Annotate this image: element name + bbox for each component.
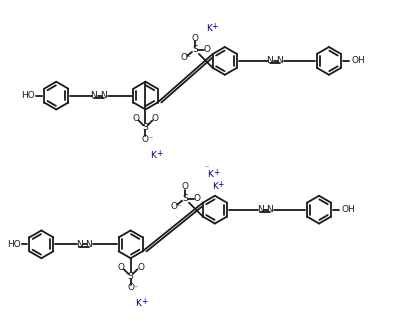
Text: HO: HO [7, 240, 20, 249]
Text: N: N [267, 56, 273, 65]
Text: HO: HO [22, 91, 35, 100]
Text: +: + [211, 22, 218, 31]
Text: O: O [132, 114, 139, 123]
Text: OH: OH [342, 205, 356, 214]
Text: ⁻: ⁻ [177, 202, 181, 211]
Text: O: O [117, 263, 124, 272]
Text: +: + [156, 149, 162, 158]
Text: K: K [136, 299, 142, 308]
Text: N: N [90, 91, 97, 100]
Text: N: N [76, 240, 83, 249]
Text: K: K [212, 182, 218, 191]
Text: ⁻: ⁻ [148, 135, 153, 144]
Text: O: O [182, 182, 189, 191]
Text: ⁻: ⁻ [205, 163, 209, 172]
Text: S: S [128, 272, 133, 281]
Text: S: S [182, 194, 188, 203]
Text: N: N [276, 56, 283, 65]
Text: K: K [151, 151, 156, 160]
Text: O: O [191, 34, 198, 42]
Text: O: O [142, 135, 149, 144]
Text: S: S [192, 45, 198, 54]
Text: ⁻: ⁻ [133, 284, 138, 293]
Text: O: O [193, 194, 200, 203]
Text: +: + [218, 180, 224, 189]
Text: N: N [101, 91, 107, 100]
Text: O: O [127, 284, 134, 293]
Text: O: O [152, 114, 159, 123]
Text: N: N [257, 205, 263, 214]
Text: S: S [143, 123, 148, 132]
Text: N: N [85, 240, 92, 249]
Text: O: O [180, 53, 188, 62]
Text: ⁻: ⁻ [187, 53, 191, 62]
Text: O: O [137, 263, 144, 272]
Text: O: O [203, 45, 210, 54]
Text: +: + [213, 168, 219, 177]
Text: O: O [171, 202, 178, 211]
Text: OH: OH [352, 56, 366, 65]
Text: N: N [267, 205, 273, 214]
Text: K: K [207, 170, 213, 179]
Text: K: K [206, 24, 212, 33]
Text: +: + [142, 297, 148, 306]
